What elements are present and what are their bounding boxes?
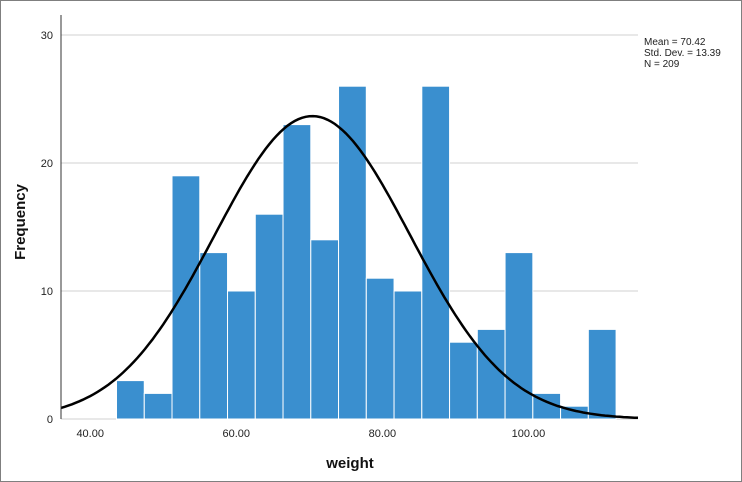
histogram-bar [587,328,617,420]
histogram-bar [421,85,451,420]
x-tick-label: 60.00 [223,428,251,440]
x-tick-label: 100.00 [512,428,546,440]
x-tick-label: 40.00 [76,428,104,440]
stats-sd: Std. Dev. = 13.39 [644,48,721,59]
stats-mean: Mean = 70.42 [644,37,706,48]
normal-curve [60,114,639,420]
histogram-bar [338,85,367,420]
histogram-bar [310,239,340,420]
histogram-bar [116,380,145,420]
histogram-bar [365,277,395,420]
histogram-bar [449,341,478,420]
x-tick-label: 80.00 [369,428,397,440]
x-axis-title: weight [325,455,374,472]
histogram-bar [476,328,506,420]
y-tick-label: 10 [41,286,53,298]
y-tick-label: 20 [41,158,53,170]
histogram-bar [282,124,312,420]
histogram-bar [393,290,423,420]
x-tick-labels: 40.00 60.00 80.00 100.00 [76,428,545,440]
normal-curve-layer [60,114,639,420]
histogram-bar [254,213,284,420]
y-tick-label: 0 [47,414,53,426]
histogram-bar [199,252,229,420]
stats-n: N = 209 [644,59,680,70]
y-tick-labels: 0 10 20 30 [41,30,53,426]
histogram-bar [143,392,173,420]
histogram-bar [227,290,256,420]
y-axis-title: Frequency [12,183,29,260]
histogram-bars [116,85,617,420]
stats-box: Mean = 70.42 Std. Dev. = 13.39 N = 209 [644,37,721,70]
histogram-bar [171,175,201,420]
y-tick-label: 30 [41,30,53,42]
